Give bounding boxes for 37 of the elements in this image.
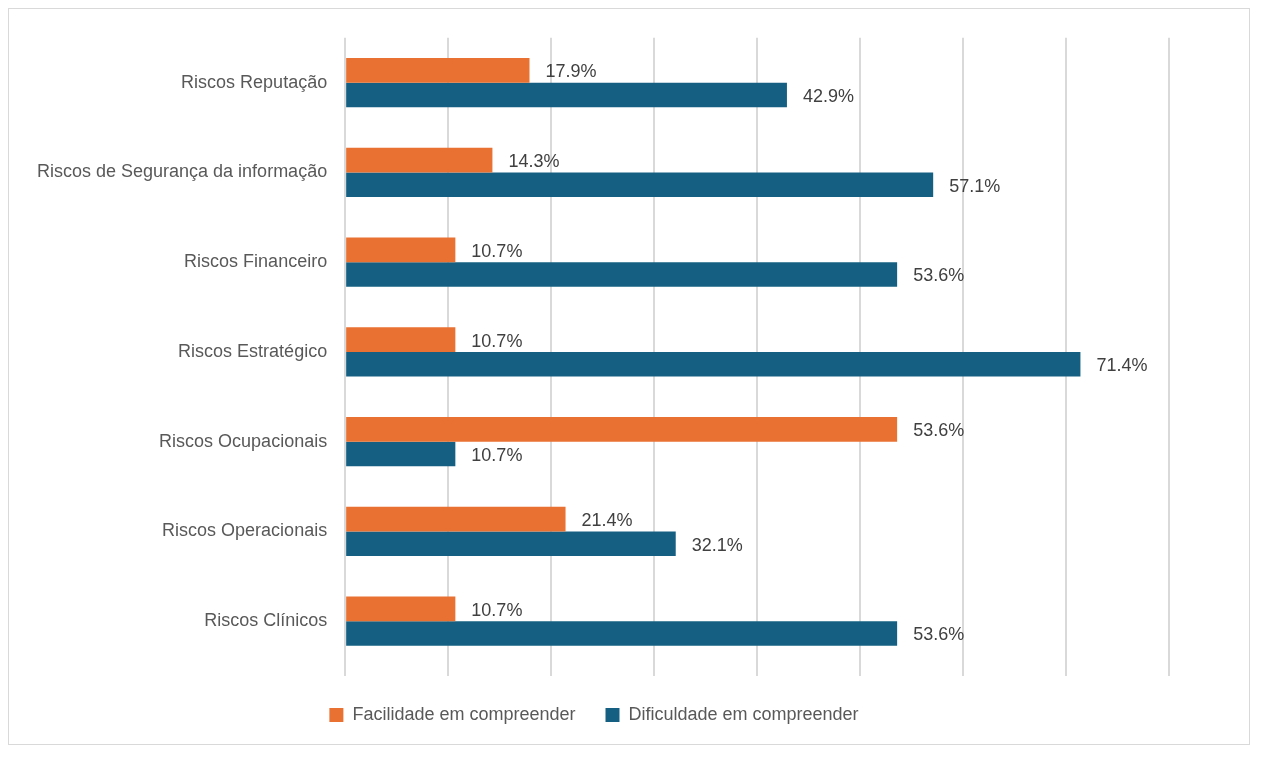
legend-label: Dificuldade em compreender: [628, 703, 859, 724]
y-tick-label: Riscos Operacionais: [162, 520, 328, 541]
data-label: 71.4%: [1096, 355, 1148, 376]
bar: [346, 506, 566, 532]
bar: [346, 237, 456, 263]
bar: [346, 57, 530, 83]
data-label: 14.3%: [508, 151, 560, 172]
y-tick-label: Riscos Financeiro: [184, 251, 328, 272]
bar: [346, 621, 898, 646]
bar: [346, 596, 456, 622]
data-label: 17.9%: [545, 61, 597, 82]
data-label: 10.7%: [471, 240, 523, 261]
bar: [346, 172, 934, 198]
y-tick-label: Riscos Estratégico: [178, 340, 328, 361]
data-label: 53.6%: [913, 265, 965, 286]
bar: [346, 82, 787, 108]
data-label: 32.1%: [691, 534, 743, 555]
data-label: 42.9%: [802, 85, 854, 106]
bar: [346, 416, 898, 442]
bar: [346, 351, 1081, 377]
bar: [346, 531, 676, 557]
data-label: 53.6%: [913, 420, 965, 441]
legend-label: Facilidade em compreender: [352, 703, 576, 724]
bar: [346, 262, 898, 287]
y-tick-label: Riscos de Segurança da informação: [36, 161, 328, 182]
data-label: 10.7%: [471, 444, 523, 465]
data-label: 10.7%: [471, 599, 523, 620]
y-tick-label: Riscos Ocupacionais: [159, 430, 328, 451]
data-label: 21.4%: [581, 510, 633, 531]
y-tick-label: Riscos Reputação: [181, 71, 328, 92]
y-tick-label: Riscos Clínicos: [204, 610, 328, 631]
data-label: 57.1%: [949, 175, 1001, 196]
data-label: 53.6%: [913, 624, 965, 645]
bar: [346, 441, 456, 467]
data-label: 10.7%: [471, 330, 523, 351]
bar: [346, 147, 493, 173]
bar: [346, 327, 456, 352]
